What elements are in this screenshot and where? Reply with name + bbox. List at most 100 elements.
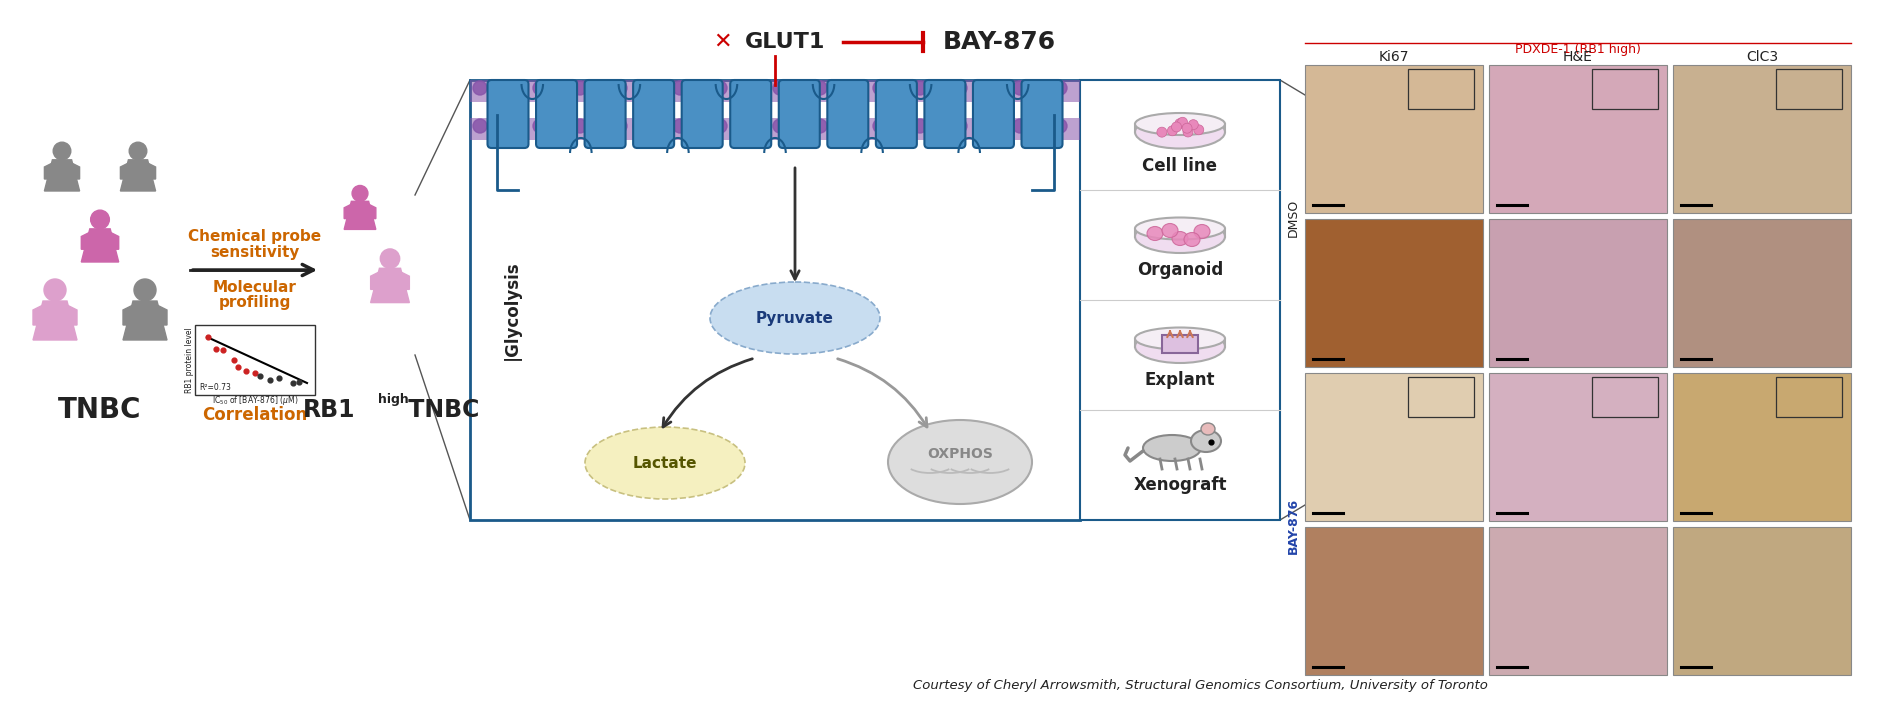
Circle shape (1014, 81, 1027, 95)
Polygon shape (72, 163, 79, 179)
Circle shape (573, 119, 586, 133)
Text: PDXDE-1 (RB1 high): PDXDE-1 (RB1 high) (1515, 43, 1641, 56)
Circle shape (813, 119, 826, 133)
Point (244, 370, 274, 381)
Circle shape (473, 119, 488, 133)
Circle shape (473, 81, 488, 95)
Text: RB1: RB1 (303, 398, 356, 422)
Ellipse shape (1148, 226, 1163, 241)
FancyBboxPatch shape (584, 80, 626, 148)
Circle shape (1167, 126, 1178, 136)
Circle shape (974, 119, 987, 133)
FancyBboxPatch shape (974, 80, 1014, 148)
Text: Correlation: Correlation (202, 406, 308, 424)
Bar (1592, 69, 1658, 109)
Bar (1674, 527, 1851, 675)
Circle shape (734, 81, 747, 95)
Circle shape (913, 119, 927, 133)
Circle shape (713, 81, 726, 95)
Circle shape (573, 81, 586, 95)
Circle shape (932, 119, 947, 133)
Circle shape (974, 81, 987, 95)
FancyBboxPatch shape (730, 80, 772, 148)
Polygon shape (121, 160, 155, 191)
Polygon shape (96, 229, 104, 233)
Ellipse shape (1142, 435, 1201, 461)
Text: Courtesy of Cheryl Arrowsmith, Structural Genomics Consortium, University of Tor: Courtesy of Cheryl Arrowsmith, Structura… (913, 679, 1488, 692)
Bar (1592, 377, 1658, 417)
Circle shape (1193, 125, 1205, 135)
Circle shape (134, 279, 155, 301)
Text: Cell line: Cell line (1142, 157, 1218, 175)
Polygon shape (371, 272, 380, 290)
Polygon shape (369, 204, 376, 219)
Circle shape (91, 210, 110, 229)
Circle shape (594, 81, 607, 95)
Polygon shape (357, 202, 363, 205)
FancyBboxPatch shape (633, 80, 673, 148)
FancyBboxPatch shape (925, 80, 966, 148)
Ellipse shape (1135, 116, 1225, 148)
Circle shape (552, 119, 567, 133)
Circle shape (652, 119, 668, 133)
Circle shape (893, 81, 908, 95)
Bar (1305, 527, 1483, 675)
Polygon shape (43, 160, 79, 191)
Polygon shape (66, 305, 78, 325)
Text: Chemical probe: Chemical probe (189, 229, 321, 244)
Polygon shape (371, 268, 408, 302)
Text: GLUT1: GLUT1 (745, 32, 824, 52)
Circle shape (753, 119, 768, 133)
Ellipse shape (1135, 217, 1225, 239)
Polygon shape (157, 305, 166, 325)
Ellipse shape (1191, 430, 1222, 452)
Ellipse shape (1135, 220, 1225, 253)
Bar (1161, 334, 1199, 352)
Circle shape (673, 119, 686, 133)
Text: profiling: profiling (219, 295, 291, 310)
Polygon shape (147, 163, 155, 179)
Polygon shape (134, 160, 142, 164)
Bar (1776, 69, 1842, 109)
Circle shape (494, 119, 507, 133)
Text: sensitivity: sensitivity (210, 246, 299, 261)
Text: Ki67: Ki67 (1379, 50, 1409, 64)
Circle shape (494, 81, 507, 95)
Ellipse shape (1161, 224, 1178, 238)
Circle shape (633, 81, 647, 95)
Circle shape (853, 119, 866, 133)
Circle shape (913, 81, 927, 95)
Polygon shape (32, 305, 43, 325)
Text: Xenograft: Xenograft (1133, 476, 1227, 493)
Circle shape (853, 81, 866, 95)
Bar (1409, 377, 1475, 417)
FancyBboxPatch shape (488, 80, 528, 148)
Text: TNBC: TNBC (401, 398, 480, 422)
Polygon shape (123, 301, 166, 340)
Point (255, 374, 286, 386)
Text: IC$_{50}$ of [BAY-876] ($\mu$M): IC$_{50}$ of [BAY-876] ($\mu$M) (212, 394, 299, 407)
Point (208, 344, 238, 356)
Circle shape (1053, 81, 1067, 95)
Circle shape (692, 81, 707, 95)
Polygon shape (43, 163, 53, 179)
Polygon shape (32, 301, 78, 340)
Circle shape (613, 81, 628, 95)
Polygon shape (121, 163, 129, 179)
Bar (1488, 65, 1668, 213)
Ellipse shape (1184, 232, 1201, 246)
Circle shape (652, 81, 668, 95)
Bar (471, 80, 1080, 102)
Circle shape (129, 142, 147, 160)
Polygon shape (59, 160, 64, 164)
Bar (1305, 219, 1483, 367)
Polygon shape (344, 204, 352, 219)
Text: H&E: H&E (1564, 50, 1592, 64)
Circle shape (993, 119, 1008, 133)
Circle shape (953, 81, 966, 95)
FancyBboxPatch shape (1021, 80, 1063, 148)
Text: BAY-876: BAY-876 (1286, 498, 1299, 554)
Text: OXPHOS: OXPHOS (927, 447, 993, 461)
Polygon shape (81, 229, 119, 262)
Point (278, 377, 308, 388)
